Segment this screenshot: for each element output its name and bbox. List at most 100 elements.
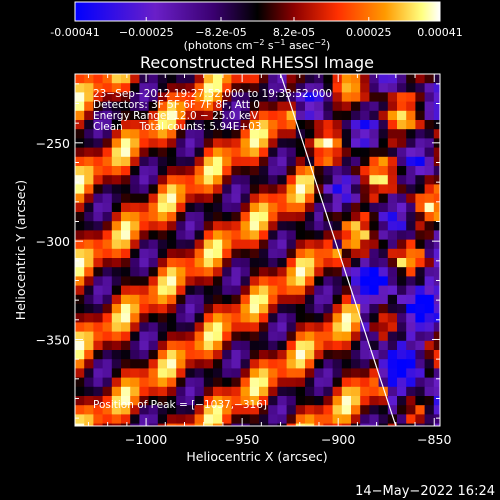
heatmap-pixel <box>360 212 370 222</box>
heatmap-pixel <box>148 248 159 259</box>
heatmap-pixel <box>305 322 315 332</box>
heatmap-pixel <box>111 313 122 323</box>
heatmap-pixel <box>231 83 241 93</box>
heatmap-pixel <box>424 414 435 424</box>
heatmap-pixel <box>332 138 343 148</box>
heatmap-pixel <box>341 248 352 259</box>
heatmap-pixel <box>130 74 140 84</box>
heatmap-pixel <box>240 101 251 112</box>
heatmap-pixel <box>415 184 425 194</box>
heatmap-pixel <box>148 377 159 388</box>
heatmap-pixel <box>203 304 214 314</box>
heatmap-pixel <box>295 230 306 240</box>
heatmap-pixel <box>341 212 352 222</box>
heatmap-pixel <box>406 377 416 388</box>
heatmap-pixel <box>194 377 205 388</box>
heatmap-pixel <box>341 184 352 194</box>
heatmap-pixel <box>111 74 122 84</box>
heatmap-pixel <box>295 101 306 112</box>
heatmap-pixel <box>268 110 278 121</box>
heatmap-pixel <box>176 331 186 342</box>
heatmap-pixel <box>167 101 177 112</box>
heatmap-pixel <box>360 147 370 158</box>
heatmap-pixel <box>259 386 269 397</box>
heatmap-pixel <box>139 350 149 360</box>
heatmap-pixel <box>397 377 407 388</box>
heatmap-pixel <box>387 396 398 406</box>
heatmap-pixel <box>351 129 361 139</box>
heatmap-pixel <box>75 368 85 378</box>
heatmap-pixel <box>111 248 122 259</box>
heatmap-pixel <box>213 92 223 102</box>
heatmap-pixel <box>213 221 223 231</box>
heatmap-pixel <box>259 276 269 286</box>
heatmap-pixel <box>130 101 140 112</box>
heatmap-pixel <box>249 110 260 121</box>
heatmap-pixel <box>433 276 440 286</box>
heatmap-pixel <box>277 359 287 369</box>
heatmap-pixel <box>387 147 398 158</box>
heatmap-pixel <box>213 405 223 415</box>
heatmap-pixel <box>130 396 140 406</box>
heatmap-pixel <box>286 294 297 305</box>
heatmap-pixel <box>157 368 168 378</box>
heatmap-pixel <box>111 212 122 222</box>
heatmap-pixel <box>194 359 205 369</box>
heatmap-pixel <box>148 202 159 213</box>
heatmap-pixel <box>249 202 260 213</box>
heatmap-pixel <box>268 147 278 158</box>
heatmap-pixel <box>185 331 195 342</box>
heatmap-pixel <box>387 322 398 332</box>
heatmap-pixel <box>277 405 287 415</box>
heatmap-pixel <box>332 304 343 314</box>
heatmap-pixel <box>351 166 361 176</box>
heatmap-pixel <box>203 129 214 139</box>
heatmap-pixel <box>222 414 232 424</box>
heatmap-pixel <box>397 83 407 93</box>
heatmap-pixel <box>240 120 251 130</box>
heatmap-pixel <box>415 368 425 378</box>
heatmap-pixel <box>277 304 287 314</box>
heatmap-pixel <box>341 267 352 277</box>
heatmap-pixel <box>286 74 297 84</box>
heatmap-pixel <box>341 230 352 240</box>
heatmap-pixel <box>203 414 214 424</box>
heatmap-pixel <box>213 423 223 426</box>
heatmap-pixel <box>406 359 416 369</box>
heatmap-pixel <box>203 74 214 84</box>
heatmap-pixel <box>240 239 251 250</box>
heatmap-pixel <box>424 156 435 167</box>
heatmap-pixel <box>194 110 205 121</box>
heatmap-pixel <box>167 350 177 360</box>
heatmap-pixel <box>121 276 131 286</box>
heatmap-pixel <box>121 184 131 194</box>
heatmap-pixel <box>203 331 214 342</box>
heatmap-pixel <box>130 350 140 360</box>
heatmap-pixel <box>84 202 94 213</box>
heatmap-pixel <box>314 230 324 240</box>
heatmap-pixel <box>314 377 324 388</box>
heatmap-pixel <box>351 331 361 342</box>
heatmap-pixel <box>139 285 149 296</box>
heatmap-pixel <box>424 74 435 84</box>
heatmap-pixel <box>185 386 195 397</box>
heatmap-pixel <box>295 414 306 424</box>
heatmap-pixel <box>332 331 343 342</box>
heatmap-pixel <box>351 405 361 415</box>
heatmap-pixel <box>84 350 94 360</box>
heatmap-pixel <box>157 110 168 121</box>
heatmap-pixel <box>295 221 306 231</box>
heatmap-pixel <box>222 368 232 378</box>
heatmap-pixel <box>240 83 251 93</box>
heatmap-pixel <box>93 294 103 305</box>
heatmap-pixel <box>277 414 287 424</box>
heatmap-pixel <box>240 405 251 415</box>
heatmap-pixel <box>75 175 85 185</box>
heatmap-pixel <box>240 359 251 369</box>
heatmap-pixel <box>75 92 85 102</box>
heatmap-pixel <box>185 175 195 185</box>
heatmap-pixel <box>341 368 352 378</box>
heatmap-pixel <box>268 120 278 130</box>
heatmap-pixel <box>259 129 269 139</box>
heatmap-pixel <box>222 175 232 185</box>
